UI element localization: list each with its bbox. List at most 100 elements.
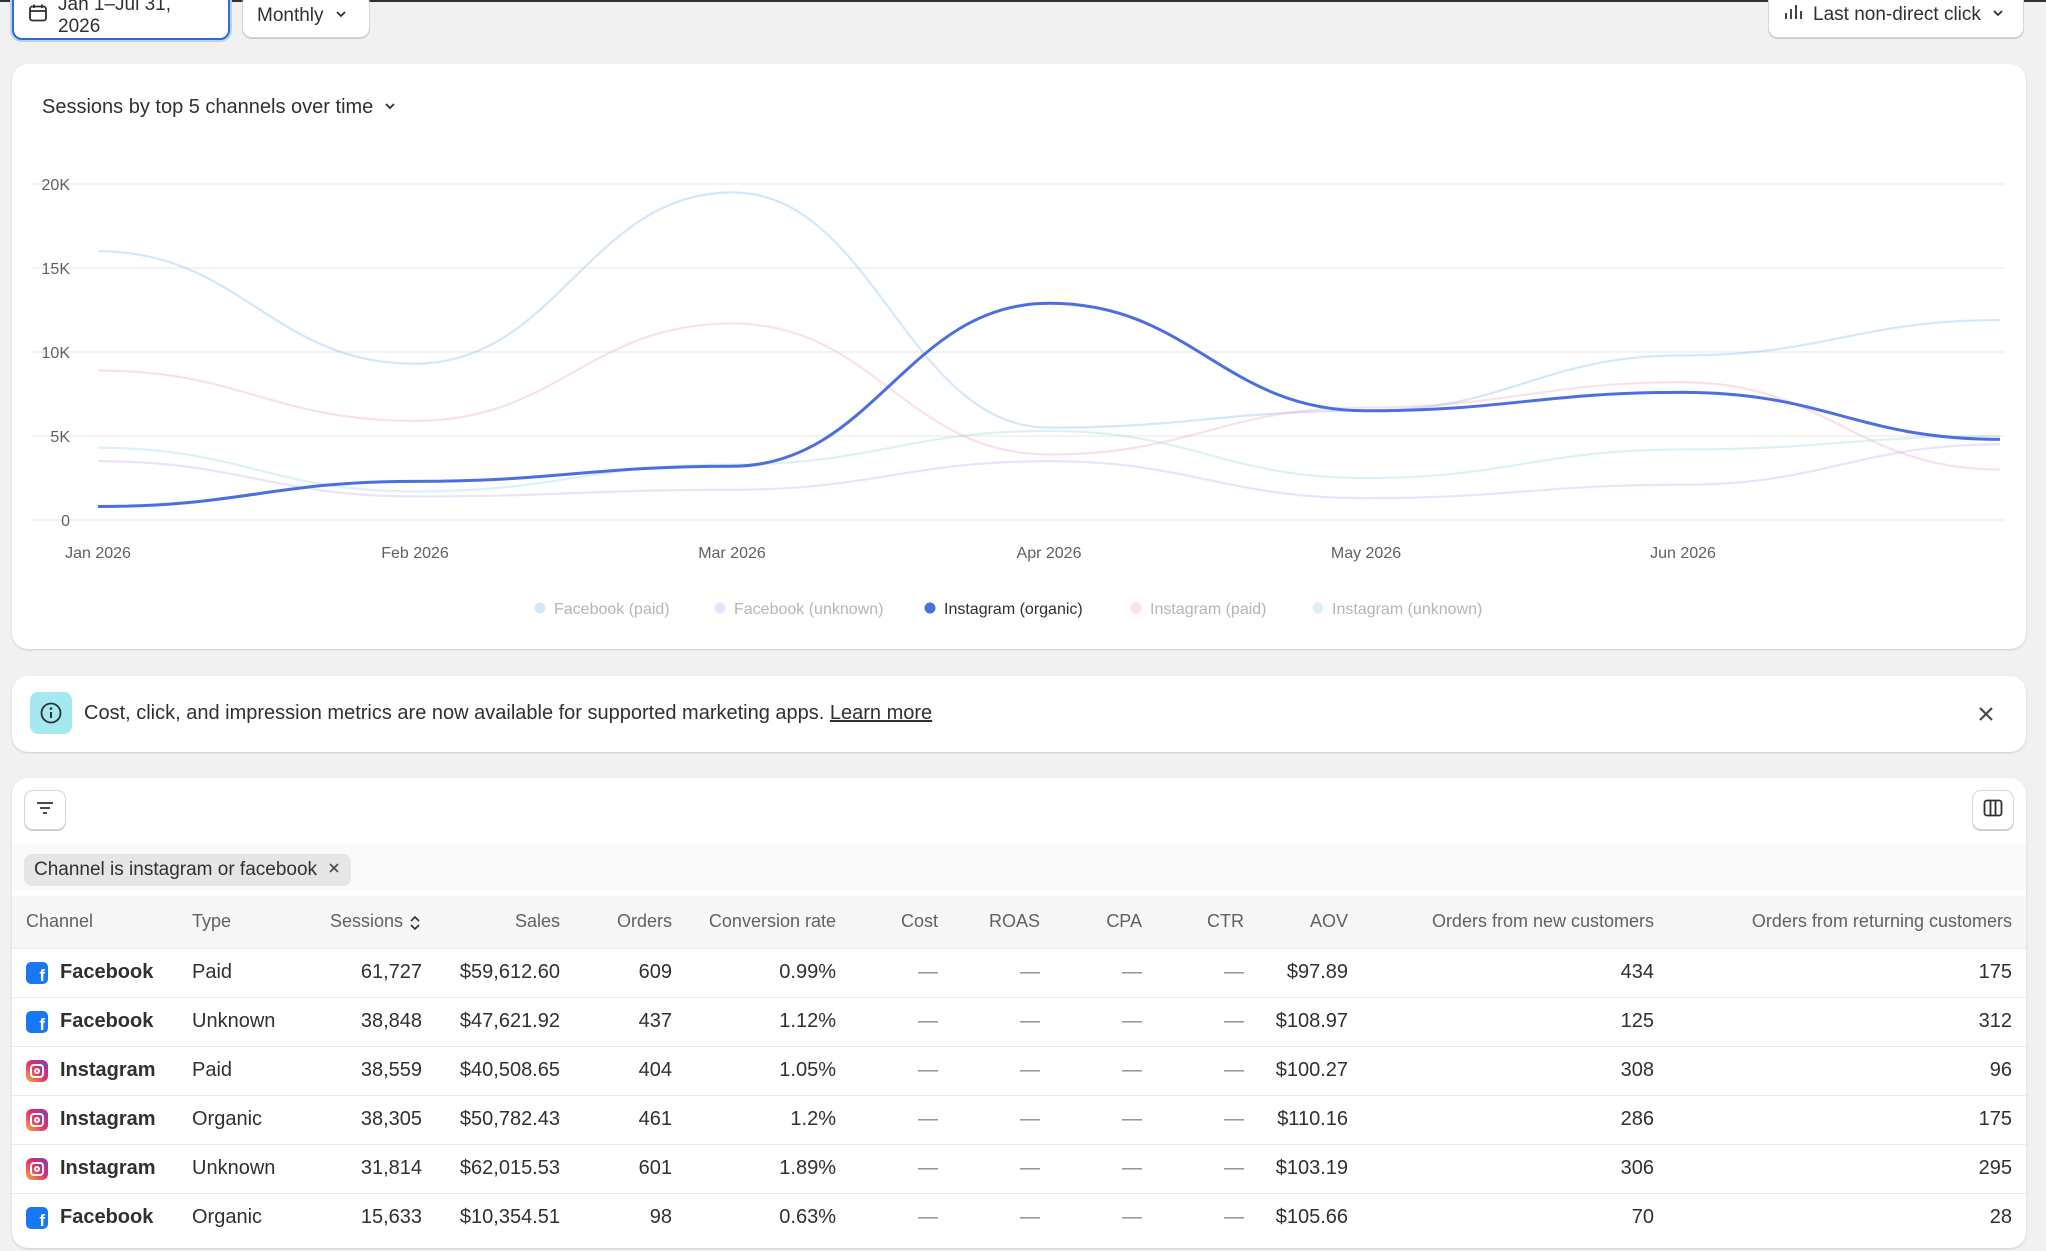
y-tick-label: 5K — [50, 429, 70, 446]
instagram-icon — [26, 1108, 48, 1131]
date-range-button[interactable]: Jan 1–Jul 31, 2026 — [12, 0, 230, 40]
cell-conversion-rate: 1.89% — [686, 1143, 850, 1193]
cell-returning-customers: 312 — [1668, 996, 2026, 1046]
channel-name: Instagram — [60, 1157, 156, 1179]
remove-filter-icon[interactable] — [327, 859, 341, 881]
cell-sales: $40,508.65 — [436, 1045, 574, 1095]
cell-sessions: 15,633 — [296, 1192, 436, 1242]
header-cpa[interactable]: CPA — [1106, 911, 1142, 932]
cell-returning-customers: 96 — [1668, 1045, 2026, 1095]
x-tick-label: Jan 2026 — [65, 545, 131, 562]
sessions-chart-card: Sessions by top 5 channels over time 0 5K… — [12, 64, 2026, 649]
table-row[interactable]: Instagram Organic 38,305 $50,782.43 461 1.2% —… — [12, 1094, 2026, 1144]
channel-name: Facebook — [60, 1010, 154, 1032]
cell-new-customers: 306 — [1362, 1143, 1668, 1193]
cell-type: Paid — [178, 1045, 296, 1095]
table-row[interactable]: f Facebook Paid 61,727 $59,612.60 609 0.99% — — —… — [12, 947, 2026, 997]
cell-conversion-rate: 1.05% — [686, 1045, 850, 1095]
cell-cpa: — — [1054, 1192, 1156, 1242]
cell-type: Unknown — [178, 996, 296, 1046]
cell-new-customers: 125 — [1362, 996, 1668, 1046]
columns-icon — [1982, 797, 2004, 824]
channel-name: Facebook — [60, 961, 154, 983]
cell-ctr: — — [1156, 996, 1258, 1046]
cell-roas: — — [952, 1192, 1054, 1242]
header-sales[interactable]: Sales — [514, 911, 560, 932]
granularity-label: Monthly — [257, 5, 324, 26]
header-returning-customers[interactable]: Orders from returning customers — [1751, 911, 2012, 932]
attribution-model-select[interactable]: Last non-direct click — [1768, 0, 2024, 38]
columns-button[interactable] — [1972, 790, 2014, 830]
cell-cpa: — — [1054, 1094, 1156, 1144]
facebook-icon: f — [26, 961, 48, 984]
cell-new-customers: 308 — [1362, 1045, 1668, 1095]
cell-type: Unknown — [178, 1143, 296, 1193]
cell-type: Paid — [178, 947, 296, 997]
header-sessions[interactable]: Sessions — [296, 896, 436, 948]
cell-channel: f Facebook — [12, 947, 178, 997]
header-channel[interactable]: Channel — [26, 911, 94, 932]
legend-label: Instagram (organic) — [944, 601, 1083, 618]
y-tick-label: 20K — [42, 177, 71, 194]
filter-bar: Channel is instagram or facebook — [12, 844, 2026, 890]
sessions-line-chart: 0 5K 10K 15K 20K Jan 2026 Feb 2026 Mar 2026 Apr … — [32, 177, 2004, 618]
filter-chip-label: Channel is instagram or facebook — [34, 859, 318, 880]
legend-dot — [534, 602, 546, 614]
granularity-select[interactable]: Monthly — [242, 0, 370, 38]
table-row[interactable]: f Facebook Organic 15,633 $10,354.51 98 0.63% —… — [12, 1192, 2026, 1242]
header-orders[interactable]: Orders — [616, 911, 672, 932]
facebook-icon: f — [26, 1206, 48, 1229]
cell-ctr: — — [1156, 1192, 1258, 1242]
channel-name: Facebook — [60, 1206, 154, 1229]
filter-sort-button[interactable] — [24, 790, 66, 830]
cell-sales: $50,782.43 — [436, 1094, 574, 1144]
chart-metric-selector[interactable]: Sessions by top 5 channels over time — [42, 96, 397, 119]
cell-channel: Instagram — [12, 1045, 178, 1095]
cell-cpa: — — [1054, 1045, 1156, 1095]
header-ctr[interactable]: CTR — [1207, 911, 1244, 932]
cell-sales: $10,354.51 — [436, 1192, 574, 1242]
cell-aov: $100.27 — [1258, 1045, 1362, 1095]
cell-channel: Instagram — [12, 1143, 178, 1193]
chart-title: Sessions by top 5 channels over time — [42, 96, 374, 118]
header-new-customers[interactable]: Orders from new customers — [1431, 911, 1654, 932]
cell-aov: $110.16 — [1258, 1094, 1362, 1144]
header-roas[interactable]: ROAS — [988, 911, 1040, 932]
cell-ctr: — — [1156, 1045, 1258, 1095]
cell-conversion-rate: 0.63% — [686, 1192, 850, 1242]
instagram-icon — [26, 1059, 48, 1082]
table-row[interactable]: Instagram Unknown 31,814 $62,015.53 601 1.89%… — [12, 1143, 2026, 1193]
cell-returning-customers: 28 — [1668, 1192, 2026, 1242]
header-aov[interactable]: AOV — [1309, 911, 1348, 932]
header-cost[interactable]: Cost — [900, 911, 938, 932]
x-tick-label: Feb 2026 — [381, 545, 449, 562]
calendar-icon — [28, 3, 48, 29]
chevron-down-icon — [383, 96, 397, 119]
banner-text: Cost, click, and impression metrics are … — [84, 702, 825, 724]
cell-type: Organic — [178, 1094, 296, 1144]
cell-cpa: — — [1054, 947, 1156, 997]
chevron-down-icon — [1991, 4, 2005, 26]
cell-cost: — — [850, 1192, 952, 1242]
learn-more-link[interactable]: Learn more — [829, 702, 933, 724]
header-type[interactable]: Type — [192, 911, 232, 932]
filter-icon — [34, 797, 56, 824]
x-tick-label: May 2026 — [1331, 545, 1401, 562]
table-row[interactable]: Instagram Paid 38,559 $40,508.65 404 1.05% — — —… — [12, 1045, 2026, 1095]
legend-dot — [924, 602, 936, 614]
cell-cpa: — — [1054, 996, 1156, 1046]
legend-dot — [1312, 602, 1324, 614]
cell-cpa: — — [1054, 1143, 1156, 1193]
legend-label: Facebook (paid) — [554, 601, 670, 618]
info-icon — [30, 692, 72, 734]
header-conversion-rate[interactable]: Conversion rate — [708, 911, 836, 932]
table-row[interactable]: f Facebook Unknown 38,848 $47,621.92 437 1.12%… — [12, 996, 2026, 1046]
cell-cost: — — [850, 996, 952, 1046]
sort-icon — [408, 911, 422, 931]
filter-chip[interactable]: Channel is instagram or facebook — [24, 854, 352, 886]
y-tick-label: 10K — [42, 345, 71, 362]
x-tick-label: Mar 2026 — [698, 545, 766, 562]
cell-conversion-rate: 1.12% — [686, 996, 850, 1046]
close-icon[interactable] — [1972, 700, 2000, 728]
cell-sales: $59,612.60 — [436, 947, 574, 997]
